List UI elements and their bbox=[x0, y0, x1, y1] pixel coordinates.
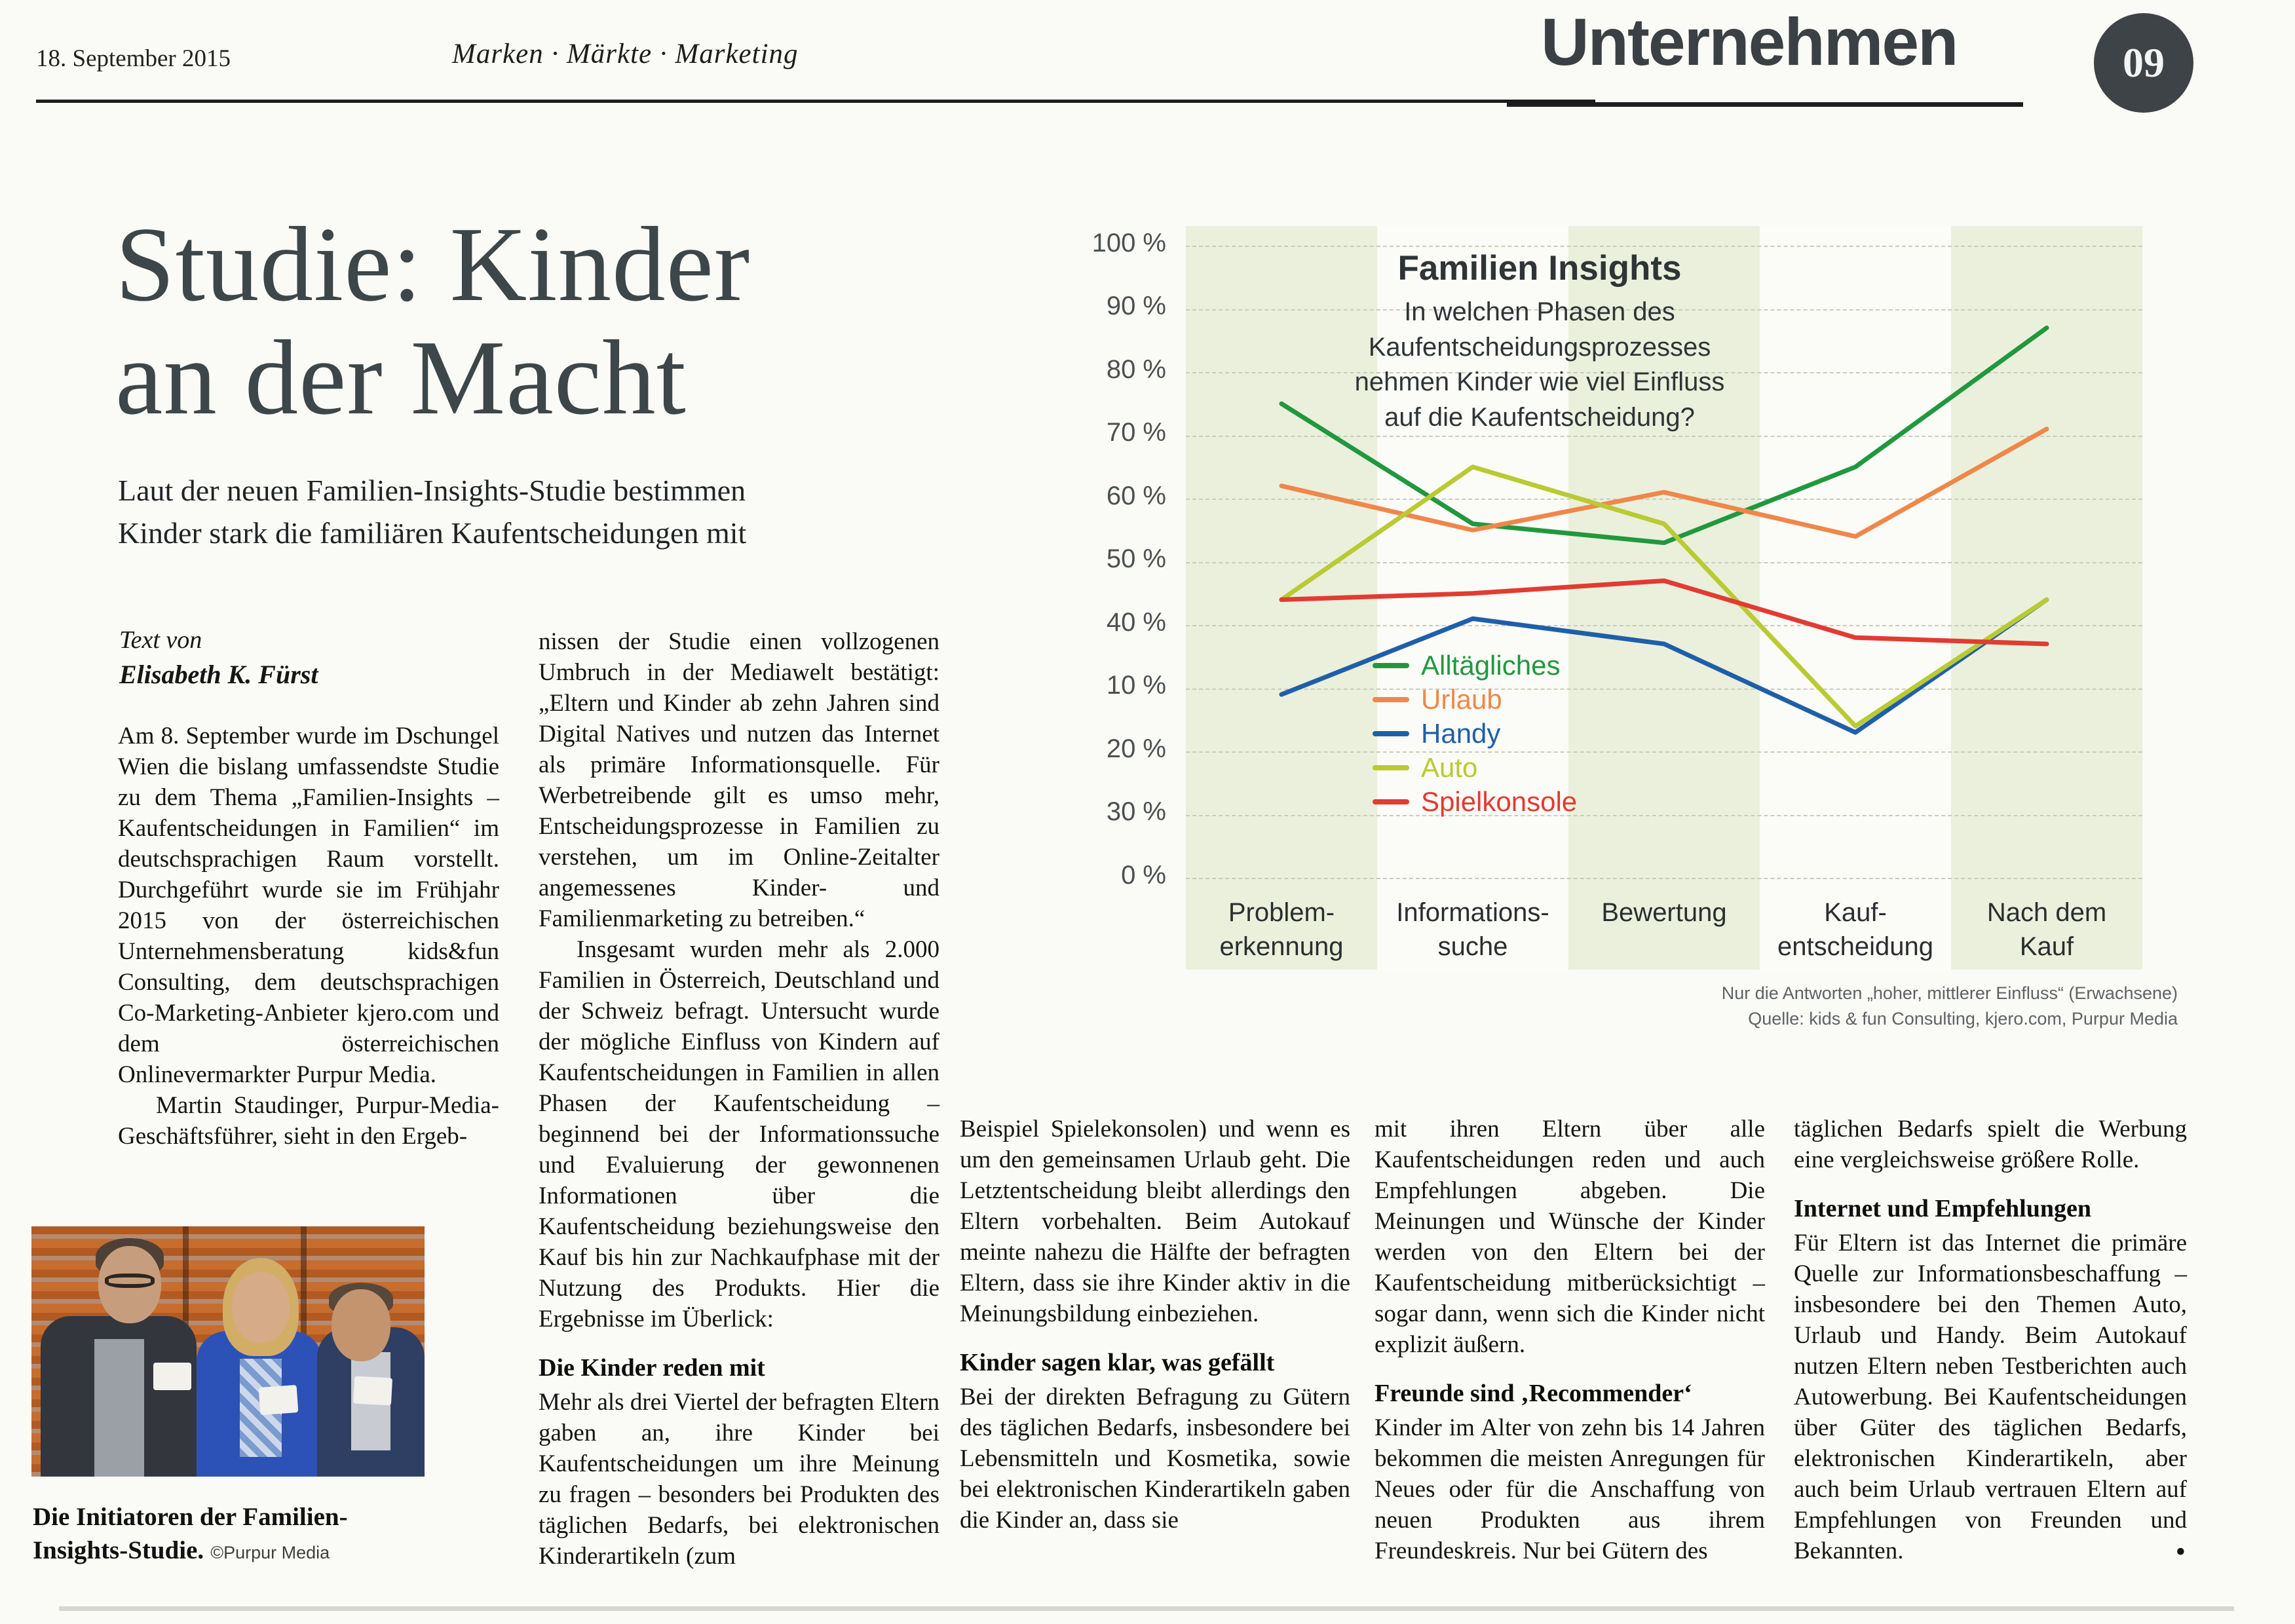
article-headline: Studie: Kinder an der Macht bbox=[115, 206, 751, 437]
byline-author: Elisabeth K. Fürst bbox=[119, 660, 318, 690]
x-category-label: Nach dem Kauf bbox=[1986, 898, 2107, 961]
legend-entry: Alltägliches bbox=[1373, 649, 1577, 683]
photo-person-right-face bbox=[332, 1289, 390, 1361]
chart-title-block: Familien Insights In welchen Phasen des … bbox=[1251, 248, 1828, 435]
page-bottom-rule bbox=[59, 1606, 2234, 1611]
y-tick-label: 60 % bbox=[1106, 482, 1166, 510]
legend-label: Spielkonsole bbox=[1421, 786, 1578, 817]
photo-credit: ©Purpur Media bbox=[210, 1543, 330, 1563]
article-column-4: mit ihren Eltern über alle Kaufentscheid… bbox=[1375, 1114, 1765, 1566]
chart-note-line1: Nur die Antworten „hoher, mittlerer Einf… bbox=[1721, 983, 2178, 1003]
article-column-1: Am 8. September wurde im Dschungel Wien … bbox=[118, 721, 499, 1152]
issue-date: 18. September 2015 bbox=[36, 45, 231, 72]
header-rule-right bbox=[1507, 102, 2023, 107]
legend-entry: Urlaub bbox=[1373, 683, 1577, 717]
paragraph: Insgesamt wurden mehr als 2.000 Familien… bbox=[539, 936, 939, 1332]
byline: Text von Elisabeth K. Fürst bbox=[119, 624, 318, 692]
legend-entry: Handy bbox=[1373, 717, 1577, 751]
chart-note-line2: Quelle: kids & fun Consulting, kjero.com… bbox=[1748, 1009, 2178, 1029]
legend-label: Alltägliches bbox=[1421, 650, 1561, 681]
x-category-label: Informations- suche bbox=[1396, 898, 1549, 961]
gridline bbox=[1186, 625, 2142, 626]
paragraph-text: Für Eltern ist das Internet die primäre … bbox=[1794, 1230, 2187, 1564]
legend-label: Urlaub bbox=[1421, 684, 1502, 715]
page-number: 09 bbox=[2123, 39, 2165, 86]
legend-label: Handy bbox=[1421, 718, 1501, 749]
legend-label: Auto bbox=[1421, 752, 1478, 783]
photo-initiators bbox=[31, 1226, 425, 1477]
chart-subtitle: In welchen Phasen des Kaufentscheidungsp… bbox=[1354, 297, 1725, 432]
chart-familien-insights: 100 % 90 % 80 % 70 % 60 % 50 % 40 % 10 %… bbox=[1042, 226, 2221, 1051]
gridline bbox=[1186, 562, 2142, 563]
page-title: Unternehmen bbox=[1541, 5, 1958, 79]
article-column-5: täglichen Bedarfs spielt die Werbung ein… bbox=[1794, 1114, 2187, 1566]
y-tick-label: 40 % bbox=[1106, 608, 1166, 637]
subheading-kinder-sagen-klar: Kinder sagen klar, was gefällt bbox=[960, 1349, 1275, 1376]
y-tick-label: 80 % bbox=[1106, 355, 1166, 384]
legend-line-swatch bbox=[1373, 697, 1409, 702]
y-tick-label: 20 % bbox=[1106, 734, 1166, 763]
header-rule-left bbox=[36, 100, 1595, 103]
legend-line-swatch bbox=[1373, 799, 1409, 804]
paragraph: Beispiel Spielekonsolen) und wenn es um … bbox=[960, 1116, 1350, 1327]
gridline bbox=[1186, 436, 2142, 437]
paragraph: Am 8. September wurde im Dschungel Wien … bbox=[118, 723, 499, 1088]
subheading-internet-empfehlungen: Internet und Empfehlungen bbox=[1794, 1195, 2091, 1222]
legend-entry: Spielkonsole bbox=[1373, 785, 1577, 819]
photo-caption: Die Initiatoren der Familien-Insights-St… bbox=[33, 1500, 439, 1568]
gridline bbox=[1186, 499, 2142, 500]
chart-band bbox=[1951, 226, 2142, 970]
legend-line-swatch bbox=[1373, 663, 1409, 668]
name-badge bbox=[153, 1363, 191, 1390]
article-column-3: Beispiel Spielekonsolen) und wenn es um … bbox=[960, 1114, 1350, 1536]
chart-legend: Alltägliches Urlaub Handy Auto Spielkons… bbox=[1373, 649, 1577, 819]
article-subtitle: Laut der neuen Familien-Insights-Studie … bbox=[118, 474, 747, 550]
chart-title: Familien Insights bbox=[1397, 249, 1682, 288]
photo-person-middle-face bbox=[232, 1272, 290, 1343]
name-badge bbox=[352, 1376, 393, 1406]
gridline bbox=[1186, 878, 2142, 879]
name-badge bbox=[258, 1385, 299, 1415]
paragraph: Kinder im Alter von zehn bis 14 Jahren b… bbox=[1375, 1414, 1765, 1564]
y-tick-label: 0 % bbox=[1121, 861, 1166, 890]
photo-caption-text: Die Initiatoren der Familien-Insights-St… bbox=[33, 1503, 348, 1565]
y-tick-label: 70 % bbox=[1106, 418, 1166, 447]
section-label: Marken · Märkte · Marketing bbox=[452, 39, 799, 69]
photo-person-left-shirt bbox=[94, 1339, 144, 1477]
legend-line-swatch bbox=[1373, 765, 1409, 770]
paragraph: täglichen Bedarfs spielt die Werbung ein… bbox=[1794, 1116, 2187, 1173]
paragraph: Mehr als drei Viertel der befragten Elte… bbox=[539, 1389, 939, 1570]
paragraph: Bei der direkten Befragung zu Gütern des… bbox=[960, 1384, 1350, 1534]
gridline bbox=[1186, 751, 2142, 753]
chart-source-note: Nur die Antworten „hoher, mittlerer Einf… bbox=[1722, 981, 2178, 1032]
gridline bbox=[1186, 246, 2142, 247]
subheading-freunde-recommender: Freunde sind ‚Recommender‘ bbox=[1375, 1380, 1692, 1407]
gridline bbox=[1186, 309, 2142, 311]
photo-person-left-glasses bbox=[105, 1274, 155, 1288]
y-tick-label: 90 % bbox=[1106, 292, 1166, 320]
x-category-label: Bewertung bbox=[1601, 898, 1727, 927]
y-tick-label: 10 % bbox=[1106, 671, 1166, 700]
byline-label: Text von bbox=[119, 626, 202, 654]
paragraph: mit ihren Eltern über alle Kaufentscheid… bbox=[1375, 1116, 1765, 1358]
paragraph: Martin Staudinger, Purpur-Media-Geschäft… bbox=[118, 1092, 499, 1150]
paragraph: Für Eltern ist das Internet die primäre … bbox=[1794, 1228, 2187, 1566]
page-number-badge: 09 bbox=[2094, 13, 2193, 113]
subheading-kinder-reden-mit: Die Kinder reden mit bbox=[539, 1354, 765, 1382]
x-category-label: Problem- erkennung bbox=[1219, 898, 1344, 961]
article-end-mark: • bbox=[2175, 1536, 2186, 1568]
y-tick-label: 100 % bbox=[1091, 229, 1166, 257]
gridline bbox=[1186, 815, 2142, 816]
article-column-2: nissen der Studie einen vollzogenen Umbr… bbox=[539, 626, 939, 1572]
legend-entry: Auto bbox=[1373, 751, 1577, 785]
paragraph: nissen der Studie einen vollzogenen Umbr… bbox=[539, 628, 939, 932]
x-category-label: Kauf- entscheidung bbox=[1777, 898, 1933, 961]
legend-line-swatch bbox=[1373, 731, 1409, 736]
y-tick-label: 50 % bbox=[1106, 544, 1166, 573]
gridline bbox=[1186, 689, 2142, 690]
y-tick-label: 30 % bbox=[1106, 797, 1166, 826]
